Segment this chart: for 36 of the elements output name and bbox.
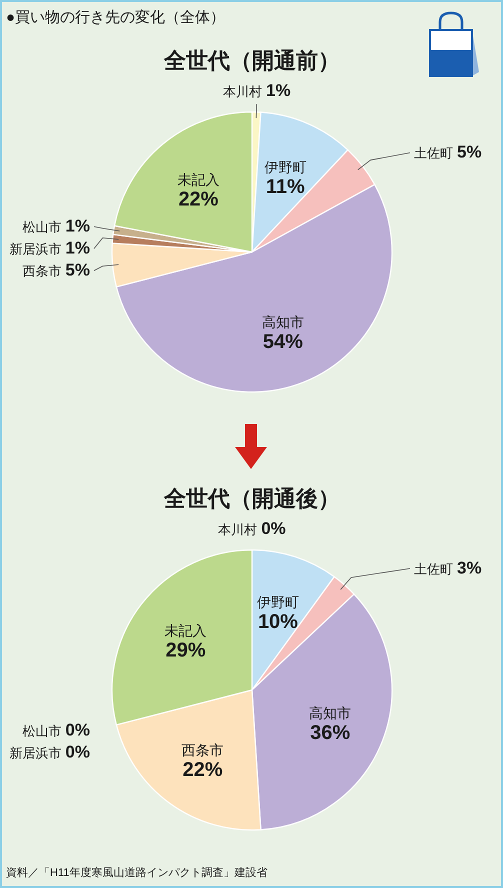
slice-label: 伊野町 <box>264 158 306 175</box>
slice-label: 未記入 <box>177 171 220 188</box>
slice-label: 松山市 <box>22 220 62 235</box>
data-label: 11% <box>266 176 306 198</box>
slice-label: 未記入 <box>164 622 207 639</box>
data-label: 36% <box>310 722 350 744</box>
chart-title: ●買い物の行き先の変化（全体） <box>6 9 226 26</box>
category-label: 新居浜市 <box>9 745 62 760</box>
text: 資料／「H11年度寒風山道路インパクト調査」建設省 <box>6 866 268 879</box>
data-label: 5% <box>65 260 90 280</box>
slice-label: 西条市 <box>22 264 62 279</box>
text: 0% <box>65 742 90 762</box>
data-label: 1% <box>65 216 90 236</box>
slice-label: 新居浜市 <box>9 242 62 257</box>
slice-label: 高知市 <box>309 704 352 721</box>
data-label: 22% <box>178 188 219 210</box>
data-label: 22% <box>182 758 223 781</box>
data-label: 5% <box>457 142 482 162</box>
slice-label: 本川村 <box>223 84 262 100</box>
data-label: 10% <box>258 611 298 634</box>
text: 0% <box>65 720 90 740</box>
data-label: 1% <box>65 238 90 258</box>
category-label: 本川村 <box>218 522 258 537</box>
slice-label: 高知市 <box>262 314 304 330</box>
slice-label: 土佐町 <box>414 561 453 576</box>
chart-title: 全世代（開通後） <box>163 486 340 511</box>
data-label: 54% <box>262 331 304 354</box>
data-label: 29% <box>166 640 206 662</box>
data-label: 3% <box>457 558 482 578</box>
text: 0% <box>261 519 286 538</box>
slice-label: 土佐町 <box>414 146 453 161</box>
slice-label: 伊野町 <box>256 594 299 610</box>
slice-label: 西条市 <box>182 742 224 758</box>
chart-subtitle: 全世代（開通前） <box>163 48 340 73</box>
category-label: 松山市 <box>22 723 62 738</box>
data-label: 1% <box>266 81 291 100</box>
